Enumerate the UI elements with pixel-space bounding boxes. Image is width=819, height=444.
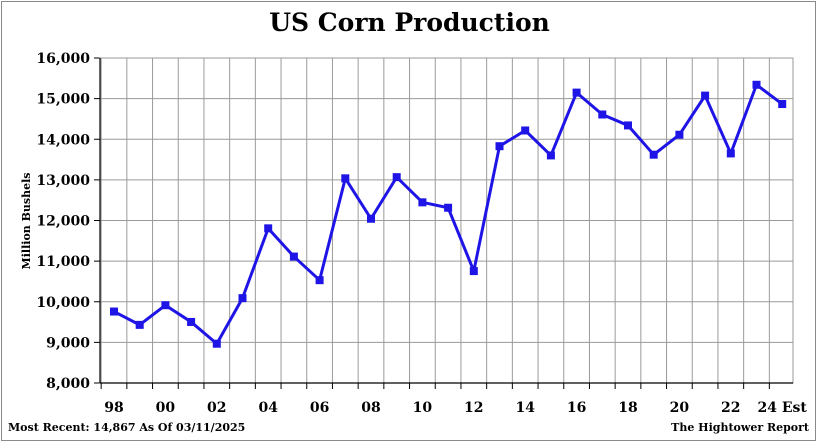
y-tick-label: 8,000 <box>46 376 90 392</box>
x-tick-label: 14 <box>515 400 535 416</box>
y-tick-label: 15,000 <box>36 92 90 108</box>
x-tick-label: 16 <box>567 400 586 416</box>
y-tick-label: 9,000 <box>46 335 90 351</box>
most-recent-note: Most Recent: 14,867 As Of 03/11/2025 <box>8 421 246 434</box>
data-point-marker <box>675 130 684 139</box>
data-point-marker <box>572 88 581 97</box>
x-tick-label: 08 <box>361 400 380 416</box>
axes <box>94 57 794 389</box>
data-point-marker <box>135 320 144 329</box>
data-point-marker <box>598 110 607 119</box>
y-tick-label: 14,000 <box>36 132 90 148</box>
x-tick-label: 04 <box>258 400 278 416</box>
data-point-marker <box>187 317 196 326</box>
x-tick-label: 10 <box>413 400 433 416</box>
data-point-marker <box>624 121 632 130</box>
y-tick-label: 12,000 <box>36 214 90 230</box>
y-tick-label: 13,000 <box>36 173 90 189</box>
y-tick-label: 16,000 <box>36 51 90 67</box>
data-point-marker <box>367 214 375 223</box>
data-point-marker <box>521 126 530 135</box>
data-point-marker <box>418 198 427 207</box>
data-point-marker <box>778 100 787 109</box>
data-point-marker <box>649 150 658 159</box>
data-point-marker <box>701 91 710 100</box>
data-point-marker <box>341 174 350 183</box>
y-tick-label: 11,000 <box>36 254 90 270</box>
x-tick-label: 12 <box>464 400 483 416</box>
data-point-marker <box>264 224 273 233</box>
x-tick-label: 98 <box>104 400 123 416</box>
data-point-marker <box>726 149 735 158</box>
chart-title: US Corn Production <box>269 8 550 37</box>
x-tick-label: 18 <box>618 400 637 416</box>
x-tick-label: 20 <box>670 400 690 416</box>
data-point-marker <box>495 142 504 151</box>
data-point-marker <box>289 252 298 261</box>
series <box>110 80 787 348</box>
y-tick-label: 10,000 <box>36 295 90 311</box>
tick-labels: 8,000 9,000 10,000 11,000 12,000 13,000 14,000… <box>36 51 807 416</box>
source-credit: The Hightower Report <box>671 421 809 434</box>
x-tick-label: 00 <box>156 400 176 416</box>
data-point-marker <box>212 339 221 348</box>
data-point-marker <box>392 173 401 182</box>
data-point-marker <box>444 203 453 212</box>
data-point-marker <box>546 151 555 160</box>
data-point-marker <box>238 294 247 303</box>
data-point-marker <box>469 267 478 276</box>
x-tick-label: 02 <box>207 400 226 416</box>
x-tick-label: 22 <box>721 400 740 416</box>
grid <box>100 57 793 383</box>
series-line <box>113 83 784 346</box>
data-point-marker <box>161 301 170 310</box>
data-point-marker <box>752 80 761 89</box>
x-tick-label: 06 <box>310 400 329 416</box>
data-point-marker <box>315 276 324 285</box>
data-point-marker <box>110 307 118 316</box>
y-axis-label: Million Bushels <box>20 173 33 270</box>
x-tick-label: 24 Est <box>758 400 808 416</box>
